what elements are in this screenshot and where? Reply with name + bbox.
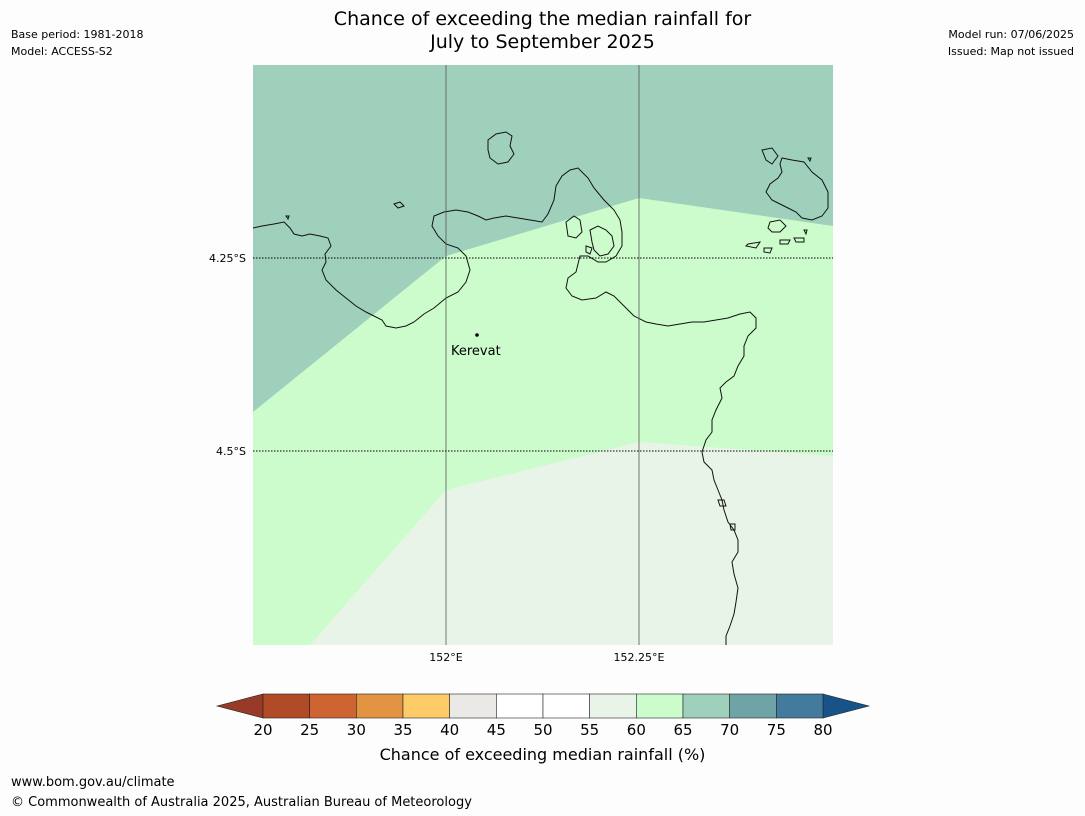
coastline: [253, 131, 829, 645]
colorbar-segment: [636, 693, 684, 719]
colorbar-label: Chance of exceeding median rainfall (%): [379, 745, 706, 764]
colorbar-tick-label: 70: [720, 721, 739, 739]
colorbar: 20 25 30 35 40 45 50 55 60 65 70 75 80: [215, 693, 871, 739]
colorbar-segment: [309, 693, 357, 719]
colorbar-tick-label: 45: [487, 721, 506, 739]
kerevat-marker: [475, 333, 479, 337]
lat-label-4-5: 4.5°S: [216, 445, 246, 458]
issued-status: Issued: Map not issued: [947, 45, 1074, 58]
map-title: Chance of exceeding the median rainfall …: [0, 8, 1085, 54]
colorbar-segment: [262, 693, 310, 719]
base-period: Base period: 1981-2018: [11, 28, 144, 41]
title-line-1: Chance of exceeding the median rainfall …: [333, 8, 752, 30]
parallel-lines: [253, 257, 833, 452]
colorbar-tick-label: 75: [767, 721, 786, 739]
colorbar-tick-label: 55: [580, 721, 599, 739]
colorbar-segment: [682, 693, 730, 719]
colorbar-segment: [589, 693, 637, 719]
colorbar-tick-label: 50: [533, 721, 552, 739]
colorbar-segment: [402, 693, 450, 719]
lat-label-4-25: 4.25°S: [209, 252, 246, 265]
model-run: Model run: 07/06/2025: [948, 28, 1074, 41]
colorbar-under-arrow: [215, 693, 264, 719]
colorbar-segment: [542, 693, 590, 719]
title-line-2: July to September 2025: [430, 31, 655, 53]
colorbar-tick-label: 35: [393, 721, 412, 739]
colorbar-segment: [356, 693, 404, 719]
colorbar-tick-label: 25: [300, 721, 319, 739]
footer-url[interactable]: www.bom.gov.au/climate: [11, 775, 175, 790]
meta-right: Model run: 07/06/2025 Issued: Map not is…: [948, 26, 1074, 60]
lon-label-152-25: 152.25°E: [614, 651, 665, 664]
colorbar-tick-label: 65: [673, 721, 692, 739]
colorbar-segment: [496, 693, 544, 719]
colorbar-tick-label: 60: [627, 721, 646, 739]
colorbar-tick-label: 40: [440, 721, 459, 739]
colorbar-segment: [776, 693, 824, 719]
map-area: [253, 65, 833, 645]
meridian-lines: [445, 65, 640, 645]
meta-left: Base period: 1981-2018 Model: ACCESS-S2: [11, 26, 143, 60]
colorbar-over-arrow: [822, 693, 871, 719]
colorbar-tick-label: 30: [347, 721, 366, 739]
colorbar-tick-label: 80: [813, 721, 832, 739]
zone-55-60: [310, 442, 833, 645]
lon-label-152: 152°E: [429, 651, 462, 664]
colorbar-segment: [729, 693, 777, 719]
colorbar-tick-label: 20: [253, 721, 272, 739]
place-label-kerevat: Kerevat: [451, 344, 501, 359]
model-name: Model: ACCESS-S2: [11, 45, 113, 58]
colorbar-segment: [449, 693, 497, 719]
footer-copyright: © Commonwealth of Australia 2025, Austra…: [11, 795, 472, 810]
